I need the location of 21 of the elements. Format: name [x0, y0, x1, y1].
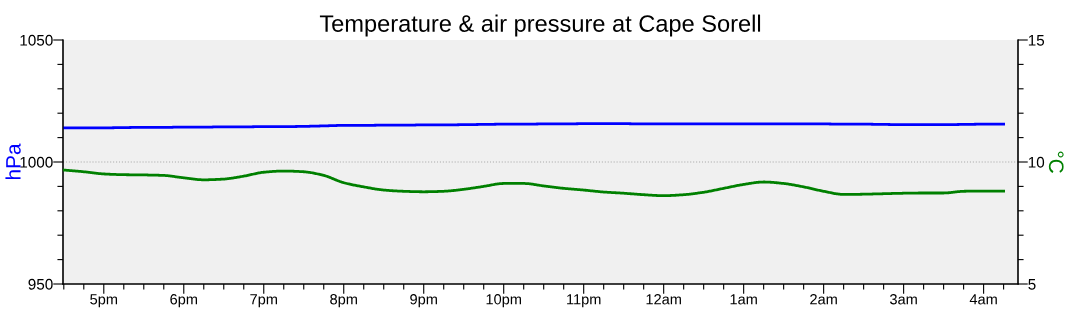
y-tick-label: 950: [28, 278, 53, 290]
y-axis-title: hPa: [5, 143, 21, 180]
y2-tick-label: 5: [1028, 279, 1036, 290]
x-tick-label: 4am: [969, 294, 997, 305]
x-tick-label: 10pm: [486, 294, 521, 308]
y-tick-label: 1000: [20, 156, 53, 168]
x-tick-label: 7pm: [250, 294, 277, 308]
y-tick-label: 1050: [20, 34, 53, 46]
x-tick-label: 2am: [810, 294, 837, 305]
x-tick-label: 6pm: [170, 294, 197, 308]
y2-axis-title: °C: [1048, 151, 1064, 173]
x-tick-label: 5pm: [90, 294, 118, 308]
y2-tick-label: 10: [1028, 156, 1045, 168]
x-tick-label: 3am: [890, 294, 917, 305]
y2-tick-label: 15: [1028, 35, 1045, 46]
x-tick-label: 9pm: [410, 294, 437, 308]
x-tick-label: 12am: [646, 294, 681, 305]
x-tick-label: 8pm: [330, 294, 357, 308]
x-tick-label: 1am: [730, 294, 757, 305]
x-tick-label: 11pm: [567, 294, 601, 308]
chart-title: Temperature & air pressure at Cape Sorell: [319, 14, 761, 37]
